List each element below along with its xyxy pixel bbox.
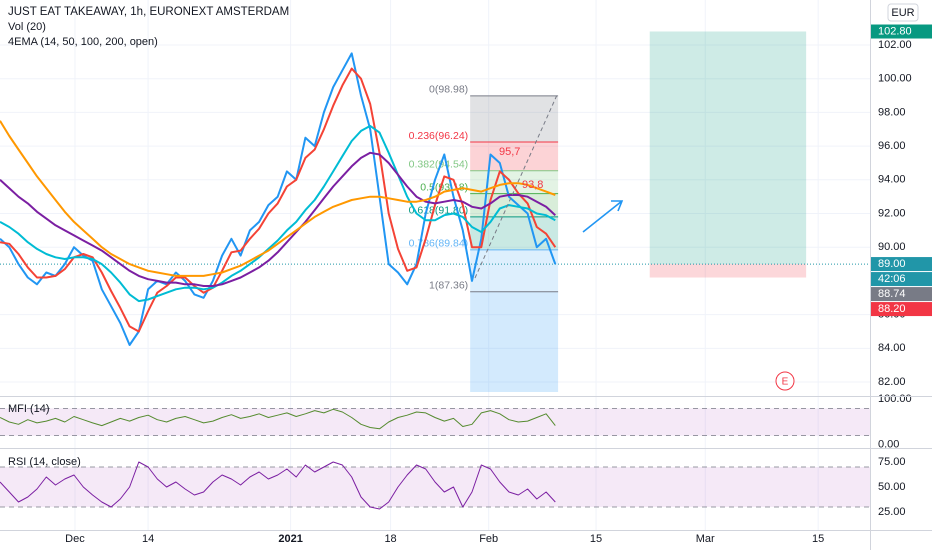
price-tag-label: 89.00	[878, 258, 906, 270]
fib-label: 0.382(94.54)	[409, 158, 469, 170]
fib-band	[470, 291, 559, 392]
plot-layer: 82.0084.0086.0090.0092.0094.0096.0098.00…	[0, 24, 932, 545]
price-tag	[871, 257, 932, 272]
fib-band	[470, 95, 559, 143]
y-tick-label: 50.00	[878, 481, 906, 493]
price-tag-label: 88.74	[878, 288, 906, 300]
y-tick-label: 98.00	[878, 106, 906, 118]
x-tick-label: Dec	[65, 533, 85, 545]
y-tick-label: 92.00	[878, 207, 906, 219]
mfi-legend: MFI (14)	[8, 403, 50, 415]
fib-band	[470, 249, 559, 292]
x-tick-label: 18	[384, 533, 396, 545]
fib-label: 0(98.98)	[429, 84, 468, 96]
currency[interactable]: EUR	[891, 7, 914, 19]
fib-label: 1(87.36)	[429, 279, 468, 291]
currency-box[interactable]	[887, 3, 919, 22]
y-tick-label: 0.00	[878, 439, 899, 451]
chart-title: JUST EAT TAKEAWAY, 1h, EURONEXT AMSTERDA…	[8, 6, 289, 18]
earnings-marker[interactable]	[775, 371, 795, 391]
series-line	[0, 124, 556, 303]
series-line	[0, 120, 556, 277]
volume-legend: Vol (20)	[8, 21, 46, 33]
y-tick-label: 102.00	[878, 39, 912, 51]
price-tag-label: 88.20	[878, 303, 906, 315]
x-tick-label: 15	[590, 533, 602, 545]
loss-zone	[649, 264, 807, 278]
annotation: 93,8	[522, 179, 543, 191]
y-tick-label: 84.00	[878, 342, 906, 354]
price-tag	[871, 24, 932, 39]
series-line	[0, 52, 557, 346]
y-tick-label: 90.00	[878, 241, 906, 253]
series-line	[0, 461, 556, 510]
series-line	[0, 67, 557, 333]
price-tag	[871, 302, 932, 317]
y-tick-label: 82.00	[878, 376, 906, 388]
band-fill	[0, 408, 870, 436]
ema-legend: 4EMA (14, 50, 100, 200, open)	[8, 36, 158, 48]
arrow	[582, 200, 624, 233]
x-tick-label: 2021	[278, 533, 302, 545]
trend-line	[474, 94, 558, 279]
background-layer	[0, 0, 870, 530]
annotation: 95,7	[499, 146, 520, 158]
y-tick-label: 96.00	[878, 140, 906, 152]
fib-label: 0.236(96.24)	[409, 130, 469, 142]
profit-zone	[649, 31, 807, 265]
price-tag-label: 102.80	[878, 25, 912, 37]
fib-label: 0.786(89.84)	[409, 238, 469, 250]
band-fill	[0, 467, 870, 507]
price-tag	[871, 287, 932, 302]
y-tick-label: 75.00	[878, 456, 906, 468]
earnings-label[interactable]: E	[782, 377, 789, 388]
x-tick-label: 15	[812, 533, 824, 545]
x-tick-label: Feb	[479, 533, 498, 545]
countdown: 42:06	[878, 273, 906, 285]
fib-band	[470, 142, 559, 171]
x-tick-label: Mar	[696, 533, 715, 545]
rsi-legend: RSI (14, close)	[8, 456, 81, 468]
series-line	[0, 151, 556, 287]
y-tick-label: 100.00	[878, 73, 912, 85]
y-tick-label: 25.00	[878, 506, 906, 518]
y-tick-label: 94.00	[878, 174, 906, 186]
y-tick-label: 100.00	[878, 393, 912, 405]
x-tick-label: 14	[142, 533, 154, 545]
series-line	[0, 408, 556, 430]
countdown-tag	[871, 272, 932, 287]
